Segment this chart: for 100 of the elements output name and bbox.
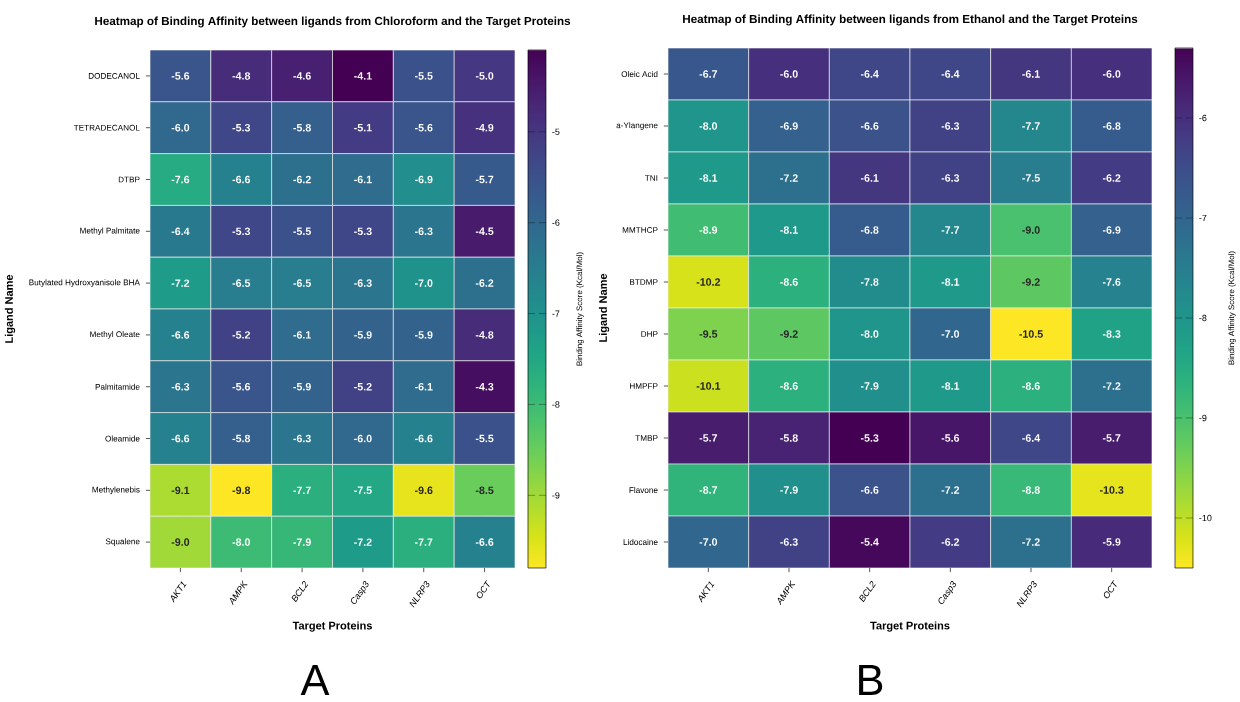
data-label: -8.6 [1022, 382, 1040, 390]
y-axis-title: Ligand Name [4, 274, 16, 343]
data-label: -5.6 [232, 382, 251, 391]
data-label: -7.2 [354, 538, 372, 546]
data-label: -7.0 [941, 330, 960, 338]
data-label: -6.4 [171, 227, 190, 236]
data-label: -5.9 [1102, 538, 1121, 546]
data-label: -7.8 [860, 278, 879, 286]
data-label: -7.5 [1022, 174, 1040, 182]
data-label: -5.6 [941, 434, 960, 442]
data-label: -7.7 [414, 538, 433, 546]
data-label: -5.8 [293, 123, 311, 132]
y-tick-label: HMPFP [630, 383, 658, 389]
y-tick-label: DHP [641, 331, 658, 337]
y-tick-label: DODECANOL [88, 73, 140, 79]
data-label: -5.9 [354, 331, 372, 339]
data-label: -9.5 [699, 330, 718, 338]
data-label: -7.9 [780, 486, 798, 494]
data-label: -6.9 [414, 175, 433, 184]
color-bar-label: -7 [1199, 214, 1207, 222]
data-label: -5.5 [414, 72, 433, 80]
data-label: -5.5 [475, 434, 494, 443]
data-label: -6.4 [941, 70, 960, 78]
data-label: -6.2 [293, 175, 311, 184]
data-label: -5.7 [475, 175, 494, 184]
chart-title: Heatmap of Binding Affinity between ligands from Ethanol and the Target Proteins [683, 14, 1138, 26]
data-label: -6.2 [941, 538, 960, 546]
y-tick-label: Flavone [629, 487, 658, 493]
data-label: -7.9 [860, 382, 879, 390]
data-label: -7.0 [414, 279, 433, 287]
y-tick-label: TMBP [635, 435, 658, 441]
y-tick-label: a-Ylangene [616, 122, 658, 130]
data-label: -8.8 [1022, 486, 1040, 494]
y-axis-title: Ligand Name [598, 273, 610, 342]
data-label: -6.0 [354, 434, 372, 443]
data-label: -6.8 [1102, 122, 1121, 130]
data-label: -9.2 [1022, 278, 1040, 286]
data-label: -7.7 [293, 486, 311, 494]
data-label: -8.6 [780, 278, 798, 286]
data-label: -6.6 [232, 175, 251, 184]
data-label: -9.8 [232, 486, 251, 495]
color-bar-label: -9 [1199, 414, 1207, 422]
data-label: -8.1 [699, 174, 718, 182]
data-label: -5.4 [860, 538, 879, 546]
data-label: -6.0 [780, 70, 798, 78]
data-label: -6.6 [414, 434, 433, 443]
data-label: -8.6 [780, 382, 798, 390]
data-label: -8.3 [1102, 330, 1121, 338]
data-label: -5.8 [780, 434, 798, 442]
data-label: -8.7 [699, 486, 718, 494]
data-label: -6.8 [860, 226, 879, 234]
data-label: -6.6 [860, 486, 879, 494]
data-label: -4.6 [293, 72, 311, 80]
data-label: -4.1 [354, 72, 372, 80]
data-label: -4.8 [232, 72, 251, 80]
data-label: -5.9 [414, 331, 433, 339]
data-label: -5.1 [354, 123, 372, 132]
data-label: -6.9 [780, 122, 798, 130]
y-tick-label: Lidocaine [623, 539, 658, 545]
data-label: -10.2 [696, 278, 721, 286]
data-label: -6.6 [860, 122, 879, 130]
y-tick-label: Oleic Acid [621, 71, 658, 77]
data-label: -6.5 [232, 279, 251, 287]
y-tick-label: Palmitamide [95, 383, 140, 390]
data-label: -8.1 [941, 382, 960, 390]
data-label: -10.5 [1019, 330, 1043, 338]
data-label: -6.1 [293, 331, 311, 339]
chart-title: Heatmap of Binding Affinity between ligands from Chloroform and the Target Proteins [95, 16, 571, 28]
data-label: -10.1 [696, 382, 721, 390]
data-label: -6.4 [1022, 434, 1041, 442]
y-tick-label: MMTHCP [622, 227, 658, 233]
data-label: -7.9 [293, 538, 311, 546]
data-label: -8.0 [232, 538, 250, 546]
data-label: -8.1 [780, 226, 798, 234]
data-label: -6.3 [293, 434, 311, 443]
y-tick-label: Methyl Palmitate [80, 227, 140, 236]
data-label: -6.4 [860, 70, 879, 78]
data-label: -6.1 [860, 174, 879, 182]
data-label: -6.6 [171, 331, 190, 339]
y-tick-label: Methylenebis [92, 486, 140, 495]
data-label: -8.5 [475, 486, 494, 495]
data-label: -6.3 [780, 538, 798, 546]
color-bar-label: -7 [552, 310, 560, 317]
data-label: -6.6 [171, 434, 190, 443]
data-label: -6.2 [1102, 174, 1121, 182]
data-label: -7.7 [941, 226, 960, 234]
color-bar-label: -10 [1199, 514, 1212, 522]
data-label: -4.5 [475, 227, 494, 236]
x-axis-title: Target Proteins [292, 621, 372, 632]
data-label: -4.8 [475, 331, 494, 339]
color-bar-label: -6 [1199, 114, 1207, 122]
data-label: -6.1 [1022, 70, 1040, 78]
y-tick-label: BTDMP [630, 279, 658, 285]
data-label: -8.1 [941, 278, 960, 286]
y-tick-label: Oleamide [105, 435, 140, 442]
y-tick-label: TNI [644, 175, 658, 181]
data-label: -6.3 [171, 382, 190, 391]
color-bar-label: -8 [1199, 314, 1207, 322]
data-label: -7.2 [780, 174, 798, 182]
data-label: -6.6 [475, 538, 494, 546]
